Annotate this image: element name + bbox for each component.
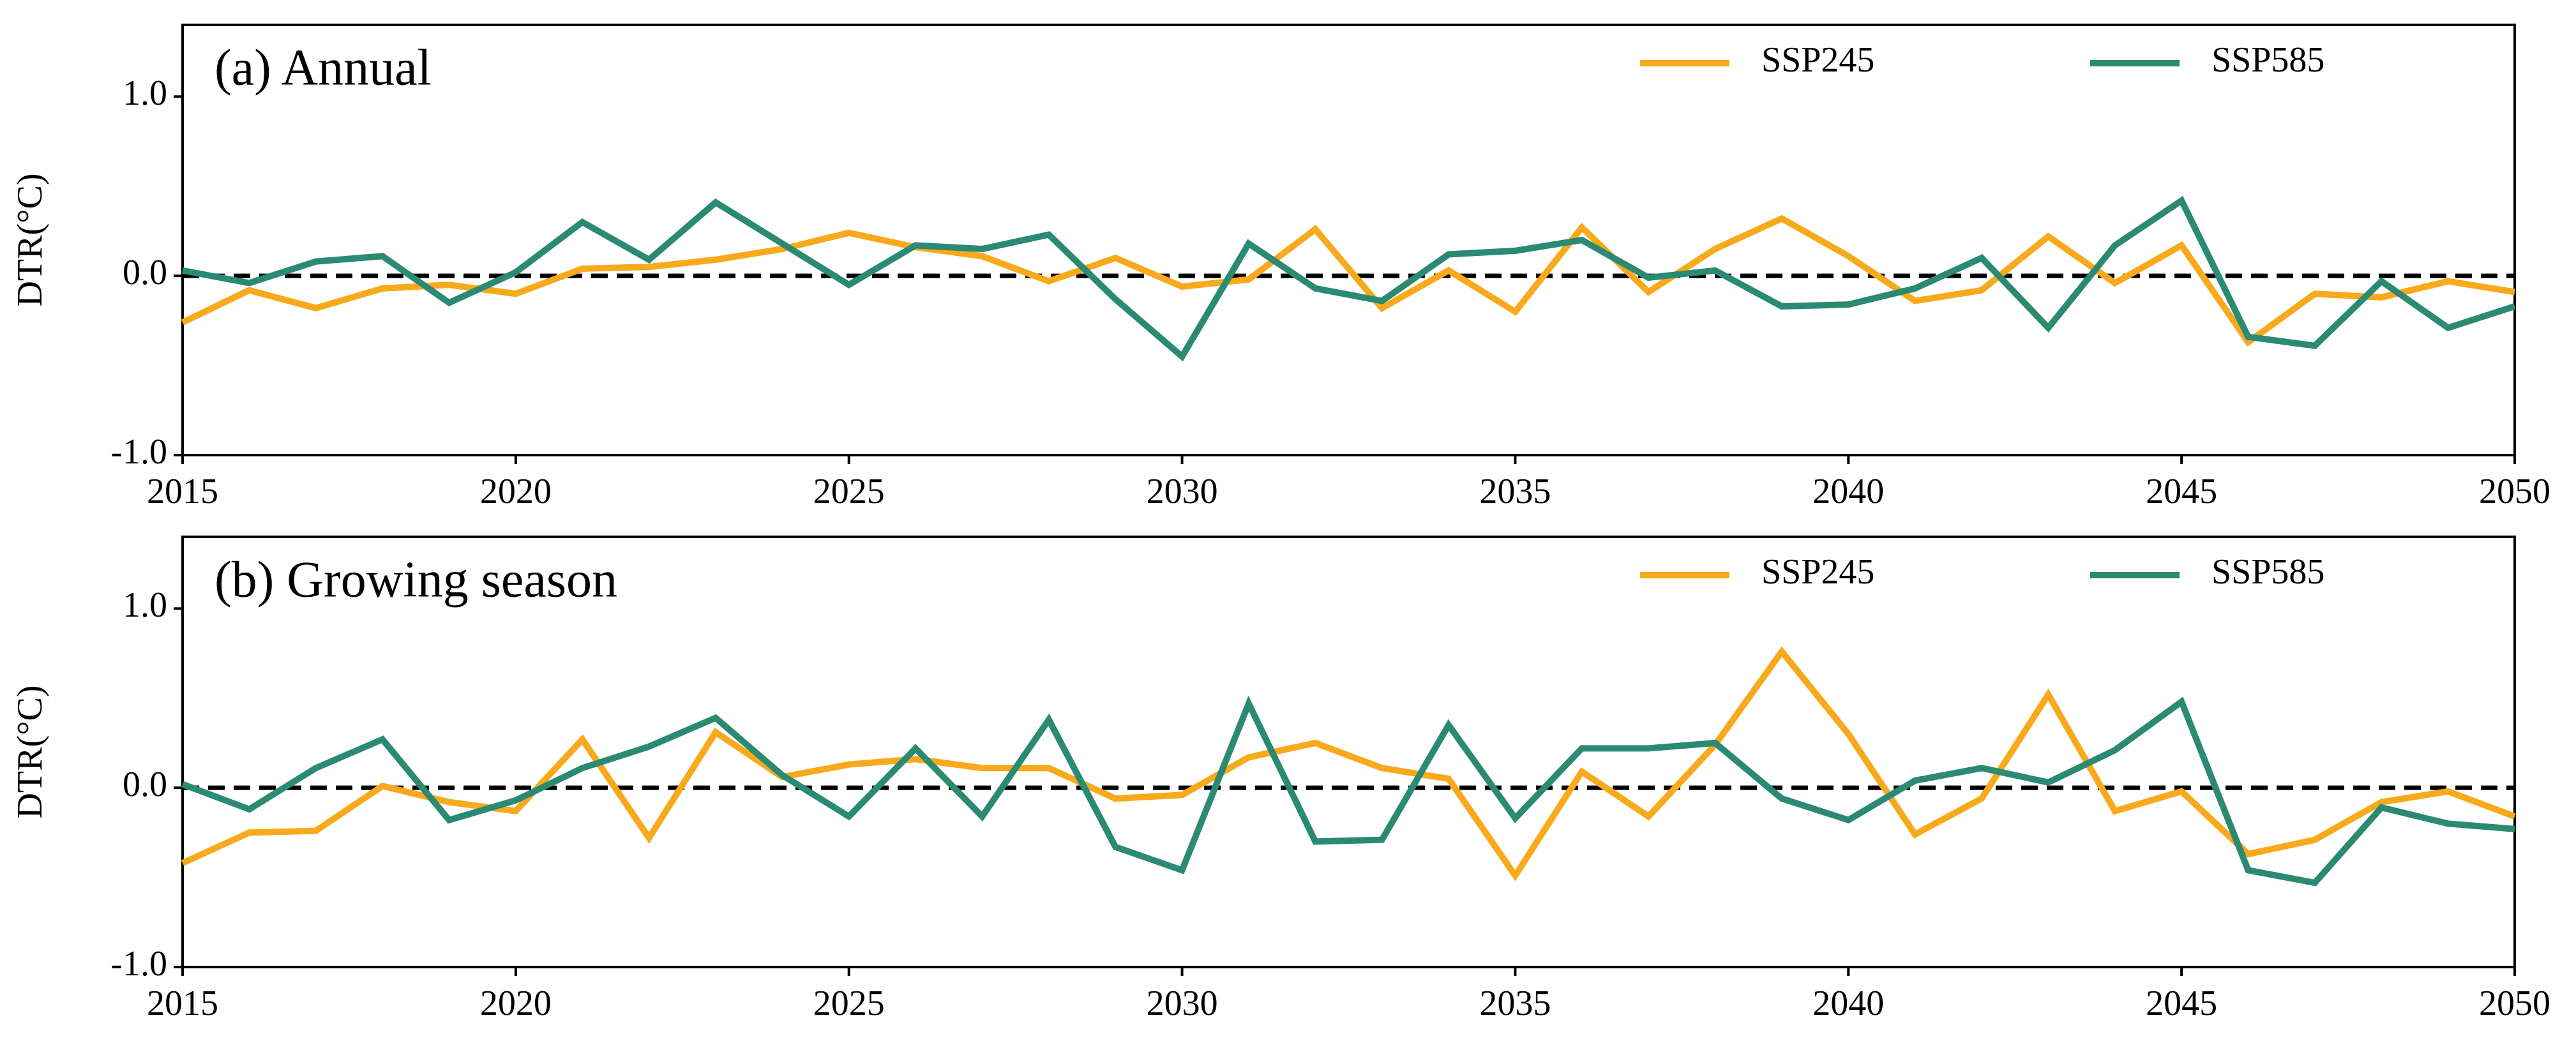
panel: -1.0 0.0 1.0 2015 2020 2025 2030 2035 2040 2045 20… (10, 536, 2550, 1023)
x-tick-label: 2015 (147, 984, 218, 1023)
data-line (181, 695, 2515, 887)
panel-title: (a) Annual (215, 40, 432, 96)
legend-label: SSP585 (2211, 552, 2324, 592)
x-tick-label: 2025 (813, 472, 885, 511)
x-tick-label: 2025 (813, 984, 885, 1023)
x-tick-label: 2050 (2479, 984, 2550, 1023)
y-tick-label: 1.0 (123, 73, 167, 113)
legend-label: SSP585 (2211, 40, 2324, 80)
x-tick-label: 2035 (1479, 984, 1551, 1023)
y-tick-label: 0.0 (123, 765, 167, 804)
x-tick-label: 2040 (1812, 472, 1884, 511)
x-tick-label: 2020 (480, 472, 552, 511)
x-tick-label: 2040 (1812, 984, 1884, 1023)
x-tick-label: 2030 (1147, 984, 1218, 1023)
y-tick-label: -1.0 (110, 432, 167, 472)
x-tick-label: 2020 (480, 984, 552, 1023)
legend-label: SSP245 (1761, 552, 1874, 592)
x-tick-label: 2015 (147, 472, 218, 511)
y-tick-label: 0.0 (123, 253, 167, 292)
y-tick-label: 1.0 (123, 585, 167, 625)
x-tick-label: 2045 (2146, 984, 2217, 1023)
plot-frame (181, 24, 2516, 456)
panel-title: (b) Growing season (215, 552, 617, 608)
data-line (181, 214, 2515, 347)
data-line (182, 195, 2516, 362)
x-tick-label: 2035 (1479, 472, 1551, 511)
x-tick-label: 2045 (2146, 472, 2217, 511)
y-tick-label: -1.0 (110, 944, 167, 984)
y-axis-label: DTR(°C) (10, 173, 50, 306)
plot-frame (181, 536, 2516, 968)
y-axis-label: DTR(°C) (10, 685, 50, 818)
x-tick-label: 2030 (1147, 472, 1218, 511)
data-line (181, 646, 2516, 882)
x-tick-label: 2050 (2479, 472, 2550, 511)
legend-label: SSP245 (1761, 40, 1874, 80)
